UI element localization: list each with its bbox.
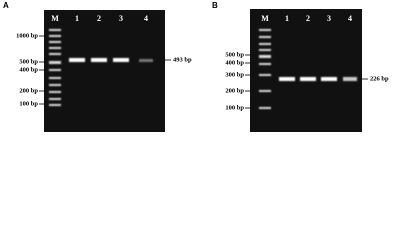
gel (250, 9, 362, 132)
lane-label: 3 (327, 14, 331, 23)
lane-label: 4 (144, 14, 148, 23)
ladder-label: 200 bp (19, 87, 38, 94)
ladder-label: 500 bp (225, 51, 244, 58)
bands (69, 58, 153, 62)
gel (44, 10, 165, 132)
product-label: 226 bp (370, 75, 389, 82)
lane-label: 1 (75, 14, 79, 23)
ladder-label: 1000 bp (16, 32, 38, 39)
panel-a: A M 1 2 3 4 1000 bp 500 bp 400 bp 200 bp… (3, 1, 192, 132)
ladder-arrows (39, 35, 171, 105)
ladder (259, 29, 271, 109)
ladder (49, 29, 61, 106)
lane-label: 1 (285, 14, 289, 23)
ladder-label: 100 bp (225, 104, 244, 111)
ladder-label: 500 bp (19, 58, 38, 65)
panel-label: A (3, 1, 9, 10)
ladder-arrows (245, 54, 368, 109)
panel-label: B (212, 1, 218, 10)
bands (279, 77, 357, 81)
ladder-label: 400 bp (19, 66, 38, 73)
product-label: 493 bp (173, 56, 192, 63)
ladder-label: 400 bp (225, 59, 244, 66)
lane-label: 3 (119, 14, 123, 23)
lane-label: 4 (348, 14, 352, 23)
lane-label: M (51, 14, 59, 23)
ladder-label: 300 bp (225, 71, 244, 78)
ladder-label: 100 bp (19, 100, 38, 107)
lane-label: M (261, 14, 269, 23)
ladder-label: 200 bp (225, 87, 244, 94)
panel-b: B M 1 2 3 4 500 bp 400 bp 300 bp 200 bp … (212, 1, 389, 132)
lane-label: 2 (306, 14, 310, 23)
figure: A M 1 2 3 4 1000 bp 500 bp 400 bp 200 bp… (3, 1, 389, 132)
lane-label: 2 (97, 14, 101, 23)
